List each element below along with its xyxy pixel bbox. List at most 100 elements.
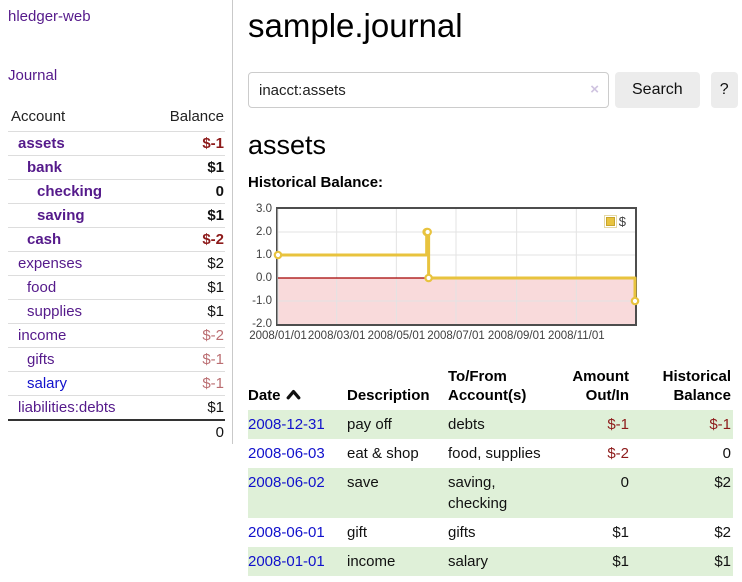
brand-link[interactable]: hledger-web <box>8 8 91 25</box>
account-row: income $-2 <box>8 323 225 348</box>
chart-legend: $ <box>603 214 626 229</box>
account-row: cash $-2 <box>8 227 225 252</box>
account-row: food $1 <box>8 275 225 300</box>
account-row: bank $1 <box>8 155 225 180</box>
account-balance: $-2 <box>148 323 225 348</box>
account-link[interactable]: liabilities:debts <box>18 399 116 416</box>
x-axis-tick-label: 2008/05/01 <box>367 330 426 342</box>
page-title: sample.journal <box>248 7 463 44</box>
account-link[interactable]: supplies <box>27 303 83 320</box>
account-balance: $-1 <box>148 371 225 396</box>
search-box: × <box>248 72 615 108</box>
search-form: × Search ? <box>248 72 738 108</box>
sidebar-item-journal[interactable]: Journal <box>8 67 58 84</box>
legend-swatch-icon <box>603 215 617 228</box>
search-button[interactable]: Search <box>615 72 700 108</box>
column-header-balance: Historical Balance <box>662 368 731 404</box>
transaction-accounts: gifts <box>448 524 476 541</box>
account-link[interactable]: income <box>18 327 67 344</box>
chart-series-svg <box>273 209 640 324</box>
balance-chart: 3.0 2.0 1.0 0.0 -1.0 -2.0 $ 2008/01/01 2008/03… <box>248 199 678 347</box>
account-row: salary $-1 <box>8 371 225 396</box>
account-link[interactable]: salary <box>27 375 68 392</box>
account-column-header: Account <box>8 105 149 132</box>
transaction-description: eat & shop <box>347 445 419 462</box>
transaction-description: save <box>347 468 448 518</box>
transaction-row: 2008-06-01 gift gifts $1 $2 <box>248 518 733 547</box>
transaction-row: 2008-06-03 eat & shop food, supplies $-2 0 <box>248 439 733 468</box>
y-axis-tick-label: 1.0 <box>256 249 272 261</box>
transaction-amount: 0 <box>560 468 639 518</box>
transaction-accounts: saving, checking <box>448 468 560 518</box>
transaction-row: 2008-01-01 income salary $1 $1 <box>248 547 733 576</box>
account-link[interactable]: expenses <box>18 255 83 272</box>
column-header-date[interactable]: Date <box>248 365 347 410</box>
y-axis-tick-label: -2.0 <box>252 318 272 330</box>
transaction-description: income <box>347 547 448 576</box>
transaction-row: 2008-12-31 pay off debts $-1 $-1 <box>248 410 733 439</box>
transaction-description: pay off <box>347 410 448 439</box>
account-row: liabilities:debts $1 <box>8 395 225 421</box>
main-content: sample.journal × Search ? assets Histori… <box>233 0 742 576</box>
x-axis-tick-label: 2008/01/01 <box>249 330 307 342</box>
y-axis-tick-label: 3.0 <box>256 203 272 215</box>
account-balance: $1 <box>148 203 225 228</box>
sort-ascending-icon <box>286 389 300 400</box>
transaction-balance: $-1 <box>639 410 733 439</box>
column-header-accounts: To/From Account(s) <box>448 368 527 404</box>
account-link[interactable]: bank <box>27 159 63 176</box>
transaction-amount: $1 <box>560 547 639 576</box>
transaction-amount: $-2 <box>607 445 629 462</box>
account-heading: assets <box>248 130 327 160</box>
account-balance: $1 <box>148 395 225 421</box>
transaction-amount: $1 <box>612 524 629 541</box>
clear-search-icon[interactable]: × <box>590 81 599 98</box>
transaction-balance: $2 <box>639 468 733 518</box>
account-balance: $-1 <box>148 347 225 372</box>
x-axis-tick-label: 2008/09/01 <box>487 330 546 342</box>
account-balance: $1 <box>148 155 225 180</box>
account-balance: $1 <box>148 275 225 300</box>
account-balance: $1 <box>148 299 225 324</box>
y-axis-tick-label: 0.0 <box>256 272 272 284</box>
account-link[interactable]: gifts <box>27 351 55 368</box>
account-balance: $-2 <box>148 227 225 252</box>
transaction-date-link[interactable]: 2008-06-03 <box>248 445 325 462</box>
x-axis-tick-label: 2008/03/01 <box>307 330 366 342</box>
x-axis-tick-label: 2008/07/01 <box>427 330 485 342</box>
account-row: expenses $2 <box>8 251 225 276</box>
transaction-accounts: food, supplies <box>448 445 541 462</box>
search-input[interactable] <box>248 72 609 108</box>
column-header-description: Description <box>347 387 430 404</box>
account-row: saving $1 <box>8 203 225 228</box>
account-link[interactable]: checking <box>37 183 103 200</box>
transaction-row: 2008-06-02 save saving, checking 0 $2 <box>248 468 733 518</box>
accounts-table-header: Account Balance <box>8 105 225 132</box>
account-link[interactable]: food <box>27 279 57 296</box>
transaction-balance: 0 <box>722 445 731 462</box>
legend-label: $ <box>618 214 626 229</box>
total-spacer <box>8 419 149 444</box>
transaction-date-link[interactable]: 2008-06-02 <box>248 474 325 491</box>
transaction-description: gift <box>347 524 368 541</box>
account-row: gifts $-1 <box>8 347 225 372</box>
account-link[interactable]: saving <box>37 207 85 224</box>
account-link[interactable]: cash <box>27 231 62 248</box>
account-link[interactable]: assets <box>18 135 65 152</box>
sidebar-inner: hledger-web Journal Account Balance asse… <box>0 0 233 444</box>
help-button[interactable]: ? <box>710 72 738 108</box>
transaction-date-link[interactable]: 2008-12-31 <box>248 416 325 433</box>
transaction-date-link[interactable]: 2008-01-01 <box>248 553 325 570</box>
account-balance: $-1 <box>148 131 225 156</box>
column-header-amount: Amount Out/In <box>572 368 629 404</box>
accounts-total-row: 0 <box>8 419 225 444</box>
balance-column-header: Balance <box>148 105 225 132</box>
transaction-date-link[interactable]: 2008-06-01 <box>248 524 325 541</box>
y-axis-tick-label: 2.0 <box>256 226 272 238</box>
account-balance: $2 <box>148 251 225 276</box>
accounts-total-balance: 0 <box>148 419 225 444</box>
transaction-balance: $2 <box>714 524 731 541</box>
transaction-balance: $1 <box>639 547 733 576</box>
account-balance: 0 <box>148 179 225 204</box>
